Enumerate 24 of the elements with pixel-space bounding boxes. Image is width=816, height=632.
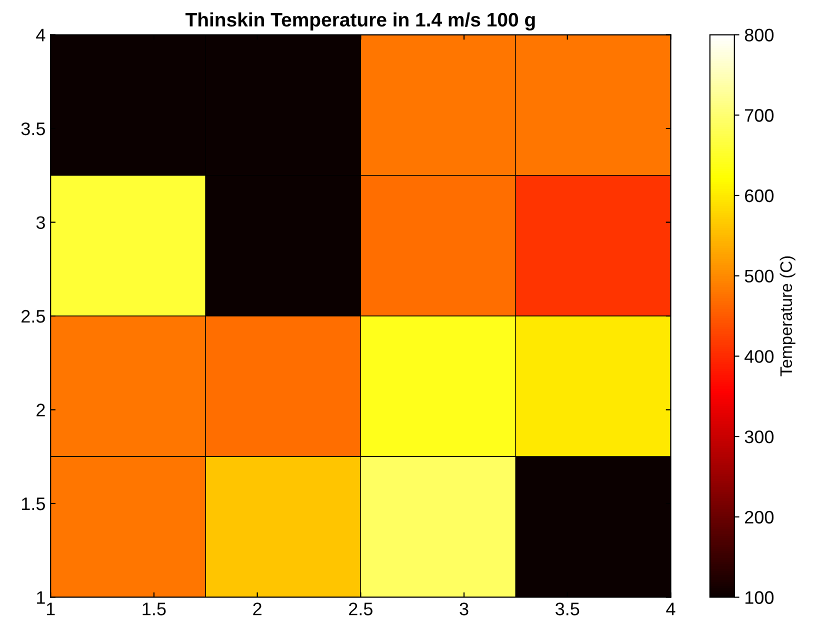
color-bar-label: 300 — [744, 430, 774, 444]
y-tick-label: 4 — [36, 28, 46, 42]
color-bar-label: 500 — [744, 270, 774, 283]
x-tick-label: 1 — [46, 602, 55, 616]
x-tick-label: 3 — [460, 602, 468, 616]
color-bar-title: Temperature (C) — [780, 256, 796, 376]
x-tick-label: 2 — [253, 602, 262, 616]
chart-title: Thinskin Temperature in 1.4 m/s 100 g — [185, 12, 535, 31]
y-tick-label: 3.5 — [21, 122, 45, 136]
y-tick-label: 2.5 — [22, 310, 45, 323]
x-tick-label: 2.5 — [349, 602, 372, 616]
x-tick-label: 1.5 — [142, 602, 166, 616]
y-tick-label: 3 — [36, 216, 45, 229]
color-bar-label: 200 — [745, 510, 774, 524]
color-bar-label: 400 — [744, 350, 774, 363]
x-tick-label: 4 — [666, 602, 676, 616]
color-bar-label: 600 — [745, 189, 774, 202]
color-bar-label: 800 — [744, 28, 774, 42]
color-bar-label: 700 — [745, 109, 774, 122]
y-tick-label: 2 — [36, 404, 45, 416]
x-tick-label: 3.5 — [556, 602, 580, 616]
y-tick-label: 1.5 — [22, 498, 45, 510]
y-tick-label: 1 — [37, 591, 45, 604]
color-bar-label: 100 — [746, 591, 774, 604]
